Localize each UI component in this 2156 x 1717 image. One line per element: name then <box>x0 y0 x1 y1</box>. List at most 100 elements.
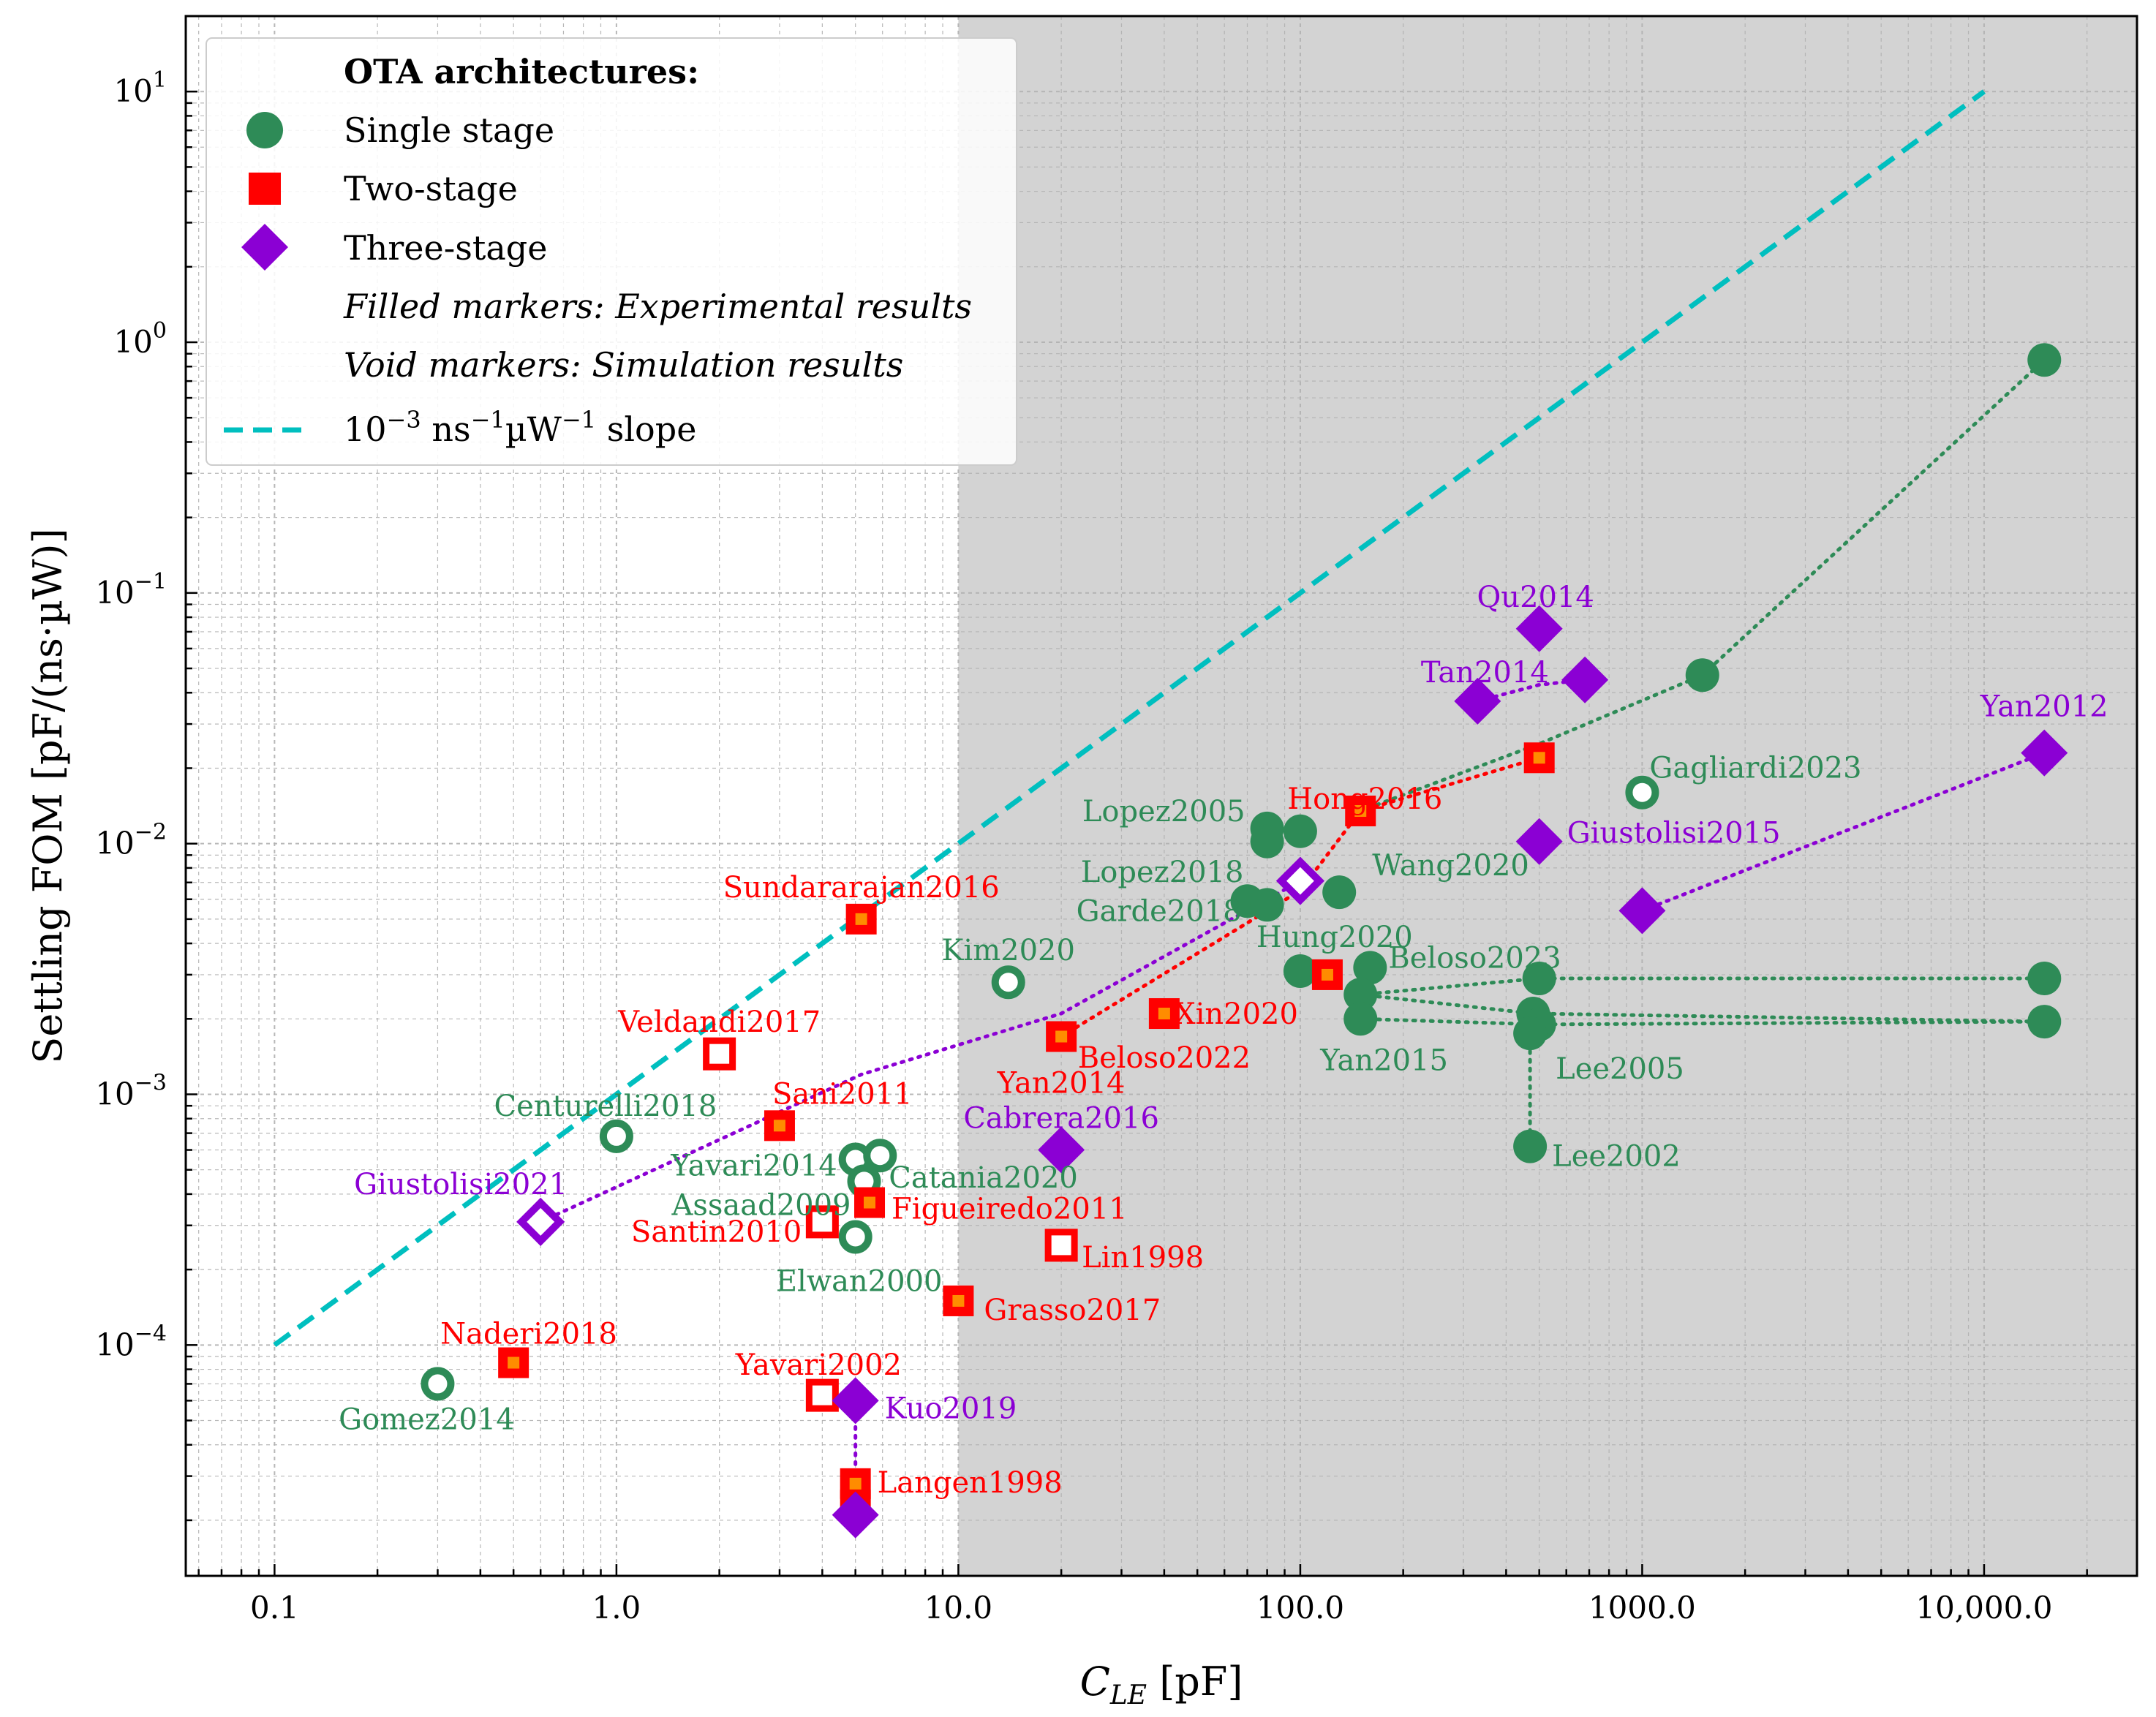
x-axis-title-unit: [pF] <box>1147 1658 1243 1705</box>
point-single-marker <box>1513 1016 1548 1051</box>
legend-slope-uw: µW <box>505 410 562 449</box>
point-single-marker <box>1283 814 1317 848</box>
point-label: Elwan2000 <box>776 1264 943 1298</box>
legend-three-stage-marker <box>241 224 288 271</box>
legend-slope-exp3: −1 <box>562 406 596 434</box>
legend-single-stage: Single stage <box>344 110 554 150</box>
y-tick-exponent: −3 <box>135 1070 167 1095</box>
point-three-marker <box>1275 856 1324 905</box>
point-label: Yan2012 <box>1980 690 2108 724</box>
x-axis-title: CLE [pF] <box>1080 1658 1243 1710</box>
point-three-marker <box>1561 656 1609 703</box>
point-label: Centurelli2018 <box>494 1090 717 1123</box>
slope-line <box>273 89 1986 1348</box>
point-single-marker <box>1513 1129 1548 1163</box>
point-single-marker <box>1283 954 1317 989</box>
y-tick-label: 10−3 <box>95 1070 167 1112</box>
legend-slope-base: 10 <box>344 410 387 449</box>
point-label: Lin1998 <box>1082 1241 1204 1275</box>
point-single-marker <box>838 1220 872 1254</box>
x-tick-label: 1000.0 <box>1588 1590 1696 1626</box>
y-tick-exponent: −4 <box>135 1321 167 1346</box>
point-three-marker <box>1515 605 1563 652</box>
point-two-marker-inner <box>1158 1008 1170 1020</box>
point-three-marker <box>1515 818 1563 865</box>
legend-slope-ns: ns <box>421 410 471 449</box>
point-single-marker <box>1353 951 1387 985</box>
legend-filled-note: Filled markers: Experimental results <box>343 287 972 326</box>
y-tick-base: 10 <box>95 1327 134 1362</box>
point-single-marker <box>1625 775 1659 810</box>
point-label: Giustolisi2021 <box>354 1168 568 1201</box>
legend-three-stage: Three-stage <box>344 228 547 268</box>
point-label: Lee2005 <box>1556 1052 1684 1086</box>
y-tick-label: 10−1 <box>95 569 167 611</box>
y-axis-title: Settling FOM [pF/(ns·µW)] <box>25 528 71 1063</box>
point-three-marker <box>1618 887 1666 935</box>
point-label: Wang2020 <box>1372 849 1529 883</box>
x-axis-title-main: C <box>1080 1658 1110 1705</box>
y-tick-base: 10 <box>95 1076 134 1112</box>
x-tick-label: 1.0 <box>592 1590 641 1626</box>
dotted-link-single <box>1358 358 2046 813</box>
y-tick-exponent: −1 <box>135 569 167 595</box>
y-tick-exponent: −2 <box>135 820 167 845</box>
legend-slope-exp1: −3 <box>387 406 421 434</box>
point-two-marker <box>703 1037 736 1071</box>
point-single-marker <box>1685 658 1719 693</box>
point-label: Lee2002 <box>1552 1140 1681 1174</box>
point-label: Catania2020 <box>889 1161 1078 1195</box>
x-tick-label: 0.1 <box>250 1590 299 1626</box>
point-two-marker-inner <box>1533 752 1545 764</box>
point-two-marker-inner <box>1055 1030 1068 1043</box>
point-label: Grasso2017 <box>984 1294 1161 1327</box>
point-single-marker <box>991 965 1025 1000</box>
point-two-marker-inner <box>773 1120 785 1132</box>
x-axis-title-sub: LE <box>1109 1680 1147 1710</box>
point-label: Lopez2018 <box>1081 856 1244 889</box>
shaded-region <box>958 16 2137 1576</box>
point-three-marker <box>832 1377 879 1424</box>
point-single-marker <box>2027 343 2062 377</box>
y-tick-label: 101 <box>113 67 167 109</box>
point-single-marker <box>2027 961 2062 995</box>
point-single-marker <box>1250 888 1284 922</box>
point-two-marker <box>805 1378 839 1412</box>
point-label: Qu2014 <box>1477 581 1594 614</box>
point-label: Langen1998 <box>878 1466 1063 1500</box>
point-three-marker <box>832 1491 879 1539</box>
point-label: Cabrera2016 <box>963 1102 1159 1136</box>
point-two-marker-inner <box>1354 804 1367 817</box>
point-single-marker <box>599 1119 633 1153</box>
point-single-marker <box>863 1139 897 1173</box>
point-label: Sundararajan2016 <box>723 871 1000 905</box>
y-tick-base: 10 <box>95 575 134 611</box>
point-two-marker-inner <box>508 1356 520 1369</box>
point-label: Lopez2005 <box>1082 795 1245 829</box>
point-two-marker-inner <box>849 1477 862 1490</box>
point-label: Gagliardi2023 <box>1649 752 1861 785</box>
point-single-marker <box>1522 961 1556 995</box>
point-single-marker <box>421 1367 455 1401</box>
point-label: Veldandi2017 <box>617 1005 821 1039</box>
legend-void-note: Void markers: Simulation results <box>344 345 903 385</box>
point-label: Kuo2019 <box>885 1392 1017 1425</box>
legend-single-stage-marker <box>246 112 283 148</box>
point-single-marker <box>1343 978 1378 1012</box>
legend-box <box>206 37 1017 466</box>
point-label: Yavari2002 <box>735 1348 902 1382</box>
legend-title: OTA architectures: <box>344 52 699 91</box>
point-label: Kim2020 <box>942 934 1075 967</box>
point-label: Santin2010 <box>631 1215 802 1249</box>
point-single-marker <box>1250 824 1284 858</box>
dotted-link-three <box>538 879 1303 1224</box>
y-tick-label: 100 <box>113 318 167 360</box>
point-three-marker <box>1038 1126 1085 1174</box>
point-label: Garde2018 <box>1077 894 1242 928</box>
point-two-marker-inner <box>864 1196 876 1209</box>
point-three-marker <box>1454 677 1501 725</box>
point-label: Naderi2018 <box>440 1318 617 1351</box>
x-tick-label: 10.0 <box>924 1590 993 1626</box>
point-label: Hong2016 <box>1287 782 1442 816</box>
